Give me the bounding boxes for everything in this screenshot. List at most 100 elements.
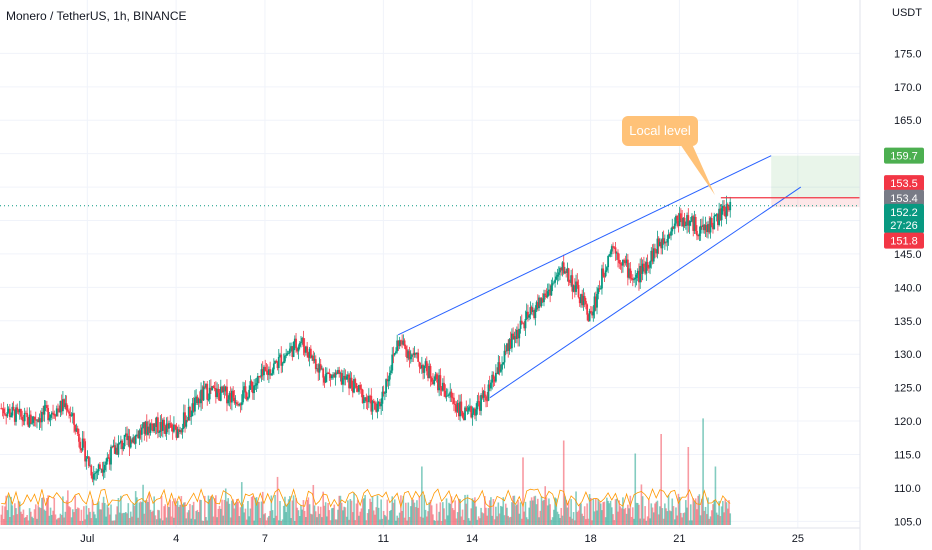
candle-body [638,270,640,283]
volume-bar [9,517,11,525]
candle-body [629,268,632,279]
volume-bar [202,520,205,525]
volume-bar [17,501,20,525]
candle-body [414,352,417,355]
candle-body [707,223,709,233]
volume-bar [296,507,299,525]
volume-bar [317,506,320,525]
candle-body [177,429,180,432]
candle-body [206,383,209,400]
volume-bar [147,501,149,525]
candle-body [449,391,452,395]
volume-bar [644,506,646,525]
candle-body [321,368,323,370]
volume-bar [291,500,294,525]
volume-bar [492,499,495,525]
candle-body [333,374,336,378]
volume-bar [718,501,720,525]
volume-bar [351,512,354,525]
candle-body [425,361,428,372]
candle-body [592,311,595,316]
candle-body [451,397,454,399]
volume-bar [576,511,579,525]
volume-bar [292,495,295,525]
stop-zone[interactable] [771,197,860,208]
volume-bar [455,518,458,525]
candle-body [527,311,529,318]
candle-body [478,401,481,411]
candle-body [620,263,623,266]
drawings[interactable]: Local level [0,116,860,399]
volume-bar [606,497,608,525]
candle-body [53,413,56,416]
candle-body [406,349,408,359]
volume-bar [136,497,138,525]
candle-body [422,365,424,373]
volume-bar [418,496,421,525]
volume-bar [407,502,410,525]
volume-bar [231,500,233,525]
volume-bar [604,517,607,525]
candle-body [429,365,432,379]
volume-bar [300,504,302,525]
candle-body [193,397,196,412]
volume-bar [387,519,390,525]
volume-bar [569,516,571,525]
volume-bar [665,508,667,525]
volume-bar [273,518,275,525]
candle-body [376,403,379,412]
callout-bubble[interactable] [622,116,698,146]
volume-bar [117,498,120,525]
candle-body [490,382,492,389]
candle-body [287,353,290,354]
candle-body [473,408,476,416]
volume-bar [245,519,248,525]
volume-bar [670,511,672,525]
candle-body [459,401,461,417]
candle-body [712,225,714,230]
candle-body [530,307,533,312]
candle-body [576,281,579,285]
volume-bar [43,509,46,525]
y-tick-label: 145.0 [894,249,922,261]
candle-body [709,218,712,233]
volume-bar [158,510,160,525]
volume-bar [629,495,632,525]
volume-bar [451,508,454,525]
candle-body [461,411,464,418]
volume-bar [123,512,126,525]
candle-body [448,394,450,396]
volume-bar [355,503,358,525]
candle-body [433,379,436,385]
candle-body [523,323,526,329]
candle-body [556,274,559,277]
position-box[interactable] [771,155,860,208]
volume-bar [617,511,619,525]
candle-body [60,400,63,412]
candle-body [200,389,202,404]
candle-body [365,397,368,402]
candle-body [614,247,617,254]
candle-body [655,249,658,254]
volume-bar [652,512,655,525]
volume-bar [514,505,517,525]
candle-body [628,268,630,278]
target-zone[interactable] [771,155,860,198]
volume-bar [118,512,121,525]
candle-body [76,428,79,434]
candle-body [140,427,143,435]
candle-body [635,274,638,278]
volume-bar [530,497,533,525]
volume-bar [242,504,244,525]
volume-bar [416,500,418,525]
volume-bar [79,520,81,525]
lower-trendline[interactable] [489,186,802,399]
candle-body [66,410,69,412]
volume-bar [643,518,645,525]
y-tick-label: 170.0 [894,82,922,94]
candle-body [597,288,600,294]
volume-bar [227,498,229,525]
candle-body [38,418,41,423]
